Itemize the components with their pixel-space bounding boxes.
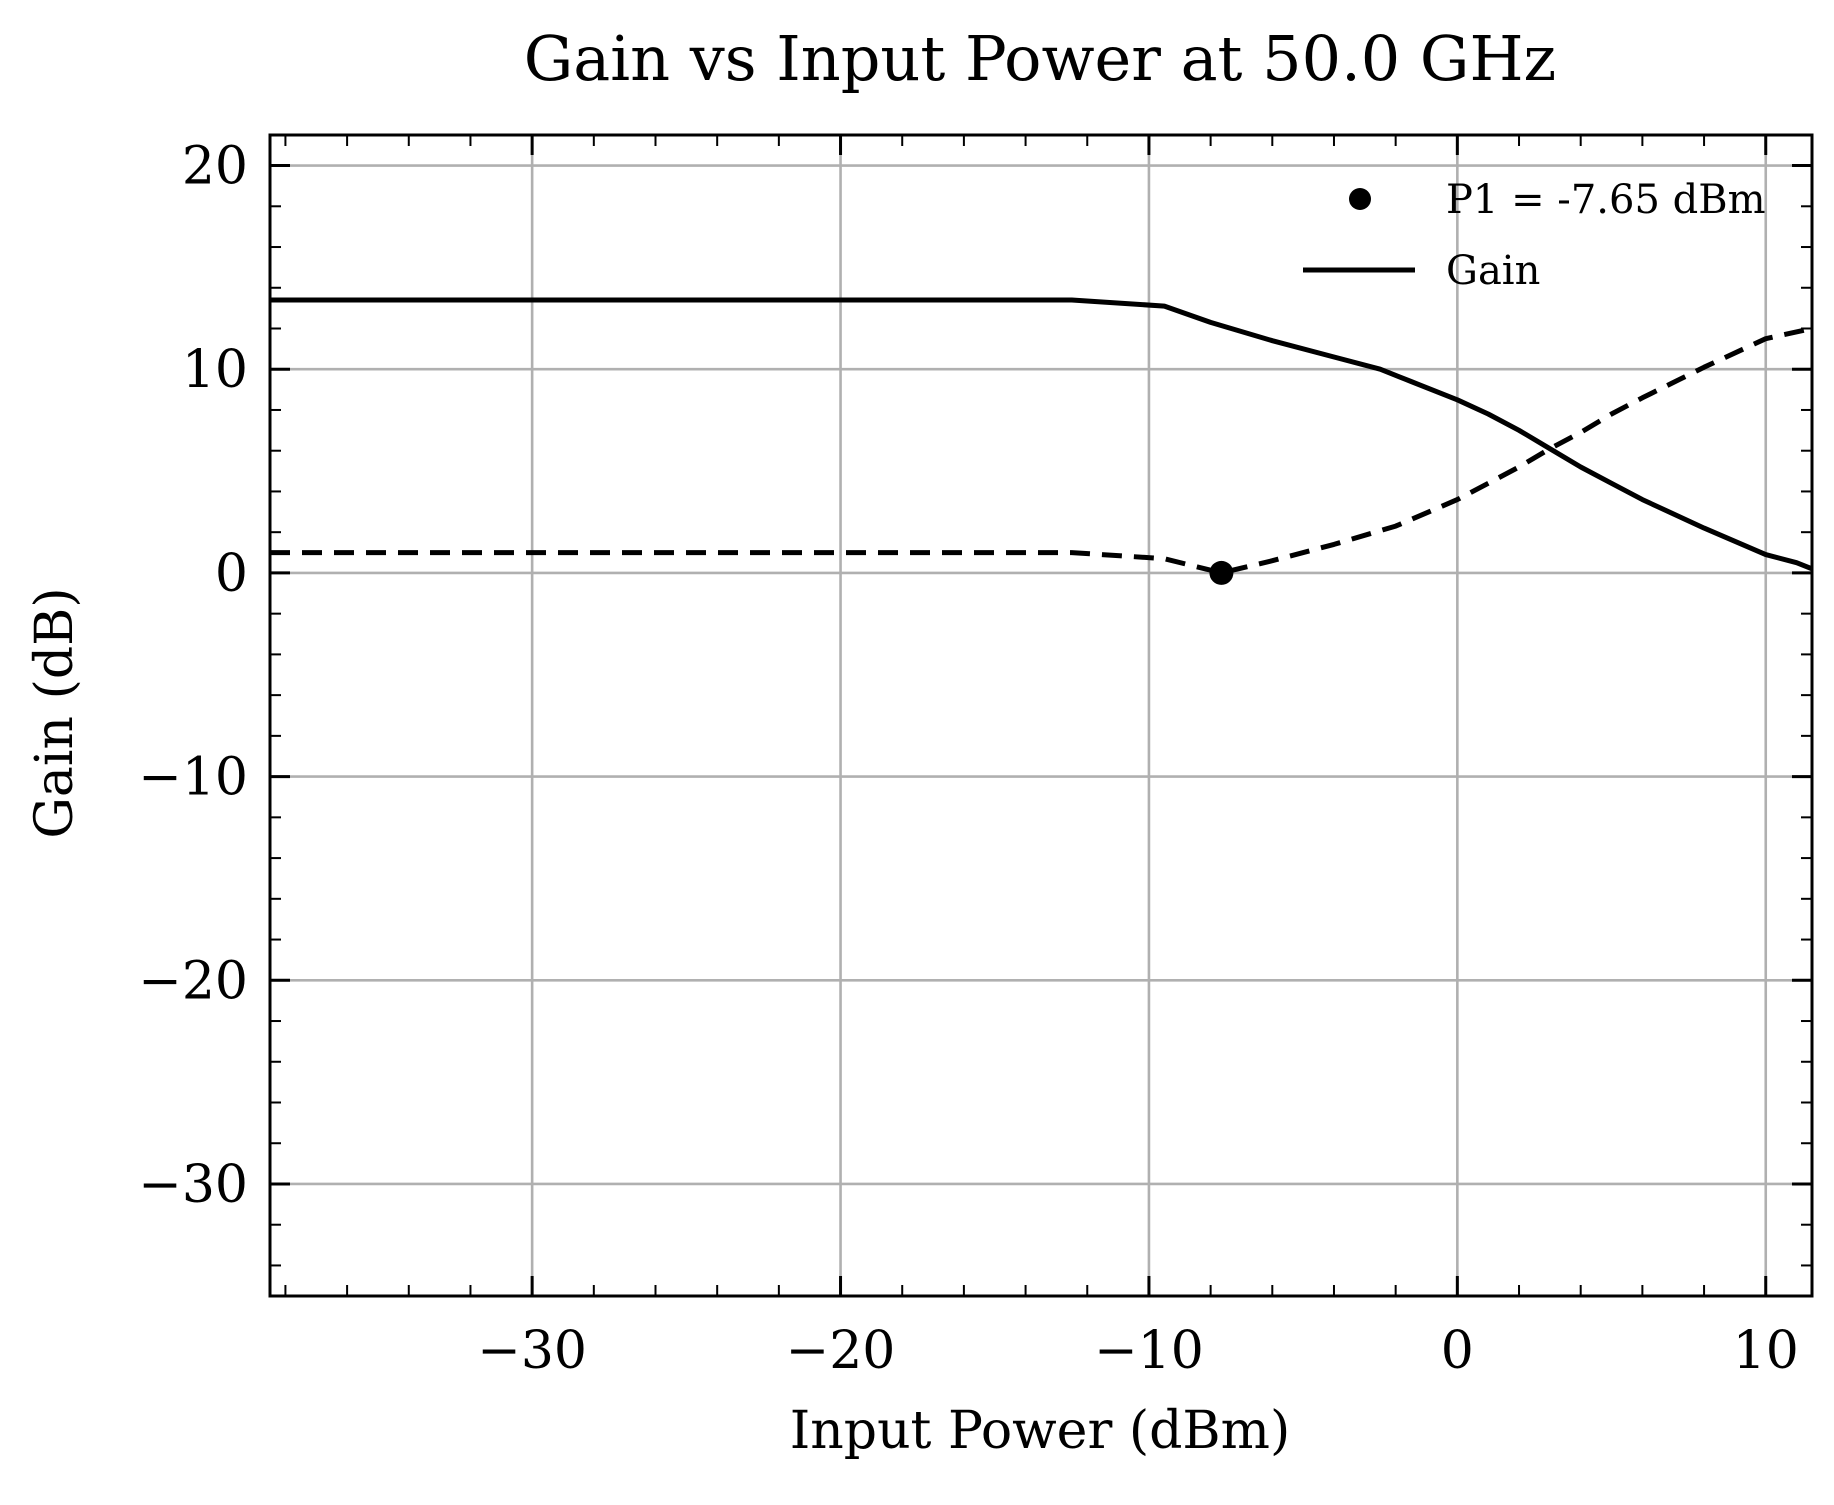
grid-layer [270,135,1812,1296]
dashed-series-line [270,326,1813,576]
x-tick-label: −20 [786,1321,896,1381]
y-tick-label: −30 [138,1155,248,1215]
legend: P1 = -7.65 dBm Gain [1303,177,1766,294]
x-tick-label: 0 [1441,1321,1474,1381]
legend-label-gain: Gain [1446,248,1540,294]
legend-label-p1: P1 = -7.65 dBm [1446,177,1766,223]
gain-series-line [270,297,1813,572]
y-tick-label: −10 [138,748,248,808]
tick-label-layer: −30 −20 −10 0 10 −30 −20 −10 0 10 20 [138,137,1799,1381]
y-tick-label: 20 [182,137,248,197]
y-tick-label: −20 [138,951,248,1011]
p1-marker [1209,560,1234,585]
legend-marker-p1 [1349,188,1371,210]
series-layer [270,297,1813,585]
plot-frame [268,133,1814,1298]
y-axis-title: Gain (dB) [25,587,85,838]
tick-layer [270,135,1812,1296]
x-axis-title: Input Power (dBm) [790,1401,1290,1461]
y-tick-label: 10 [182,340,248,400]
x-tick-label: −30 [477,1321,587,1381]
y-tick-label: 0 [215,544,248,604]
chart-title: Gain vs Input Power at 50.0 GHz [524,22,1556,95]
x-tick-label: 10 [1733,1321,1799,1381]
x-tick-label: −10 [1094,1321,1204,1381]
